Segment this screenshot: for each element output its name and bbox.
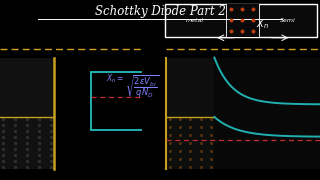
Bar [214,58,320,169]
Bar [166,58,214,169]
Bar [0,58,54,169]
Text: $X_n=$: $X_n=$ [106,73,124,86]
Text: $X_n$: $X_n$ [256,17,269,31]
Text: metal: metal [186,18,204,23]
Text: $\sqrt{\dfrac{2\varepsilon V_{bi}}{qN_D}}$: $\sqrt{\dfrac{2\varepsilon V_{bi}}{qN_D}… [125,73,159,100]
Text: Semi: Semi [280,18,296,23]
Bar [226,4,259,37]
Bar [165,4,317,37]
Text: Schottky Diode Part 2: Schottky Diode Part 2 [95,4,225,17]
